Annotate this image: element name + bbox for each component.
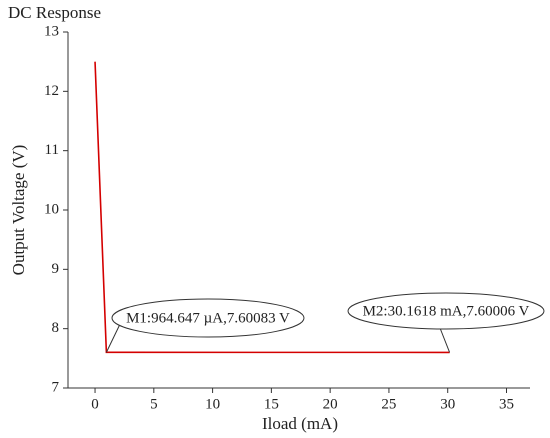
x-tick-label: 35 (499, 396, 514, 412)
x-axis-label: Iload (mA) (262, 414, 338, 433)
annotation-bubble (111, 298, 305, 338)
annotation-leader (439, 327, 451, 353)
y-tick-label: 8 (52, 320, 60, 336)
x-tick-label: 30 (440, 396, 455, 412)
y-tick-label: 7 (52, 379, 60, 395)
y-tick-label: 13 (44, 23, 59, 39)
y-tick-label: 10 (44, 201, 59, 217)
x-tick-label: 20 (323, 396, 338, 412)
x-tick-label: 15 (264, 396, 279, 412)
line-series (94, 61, 450, 354)
x-tick-label: 0 (91, 396, 99, 412)
annotation-text: M2:30.1618 mA,7.60006 V (363, 303, 530, 319)
x-tick-label: 25 (381, 396, 396, 412)
x-tick-label: 10 (205, 396, 220, 412)
chart-title: DC Response (8, 3, 101, 22)
y-tick-label: 12 (44, 83, 59, 99)
x-tick-label: 5 (150, 396, 158, 412)
y-tick-label: 11 (45, 142, 59, 158)
annotation-text: M1:964.647 µA,7.60083 V (126, 310, 290, 326)
y-axis-label: Output Voltage (V) (9, 145, 28, 276)
y-tick-label: 9 (52, 261, 60, 277)
annotation-bubble (347, 292, 545, 330)
